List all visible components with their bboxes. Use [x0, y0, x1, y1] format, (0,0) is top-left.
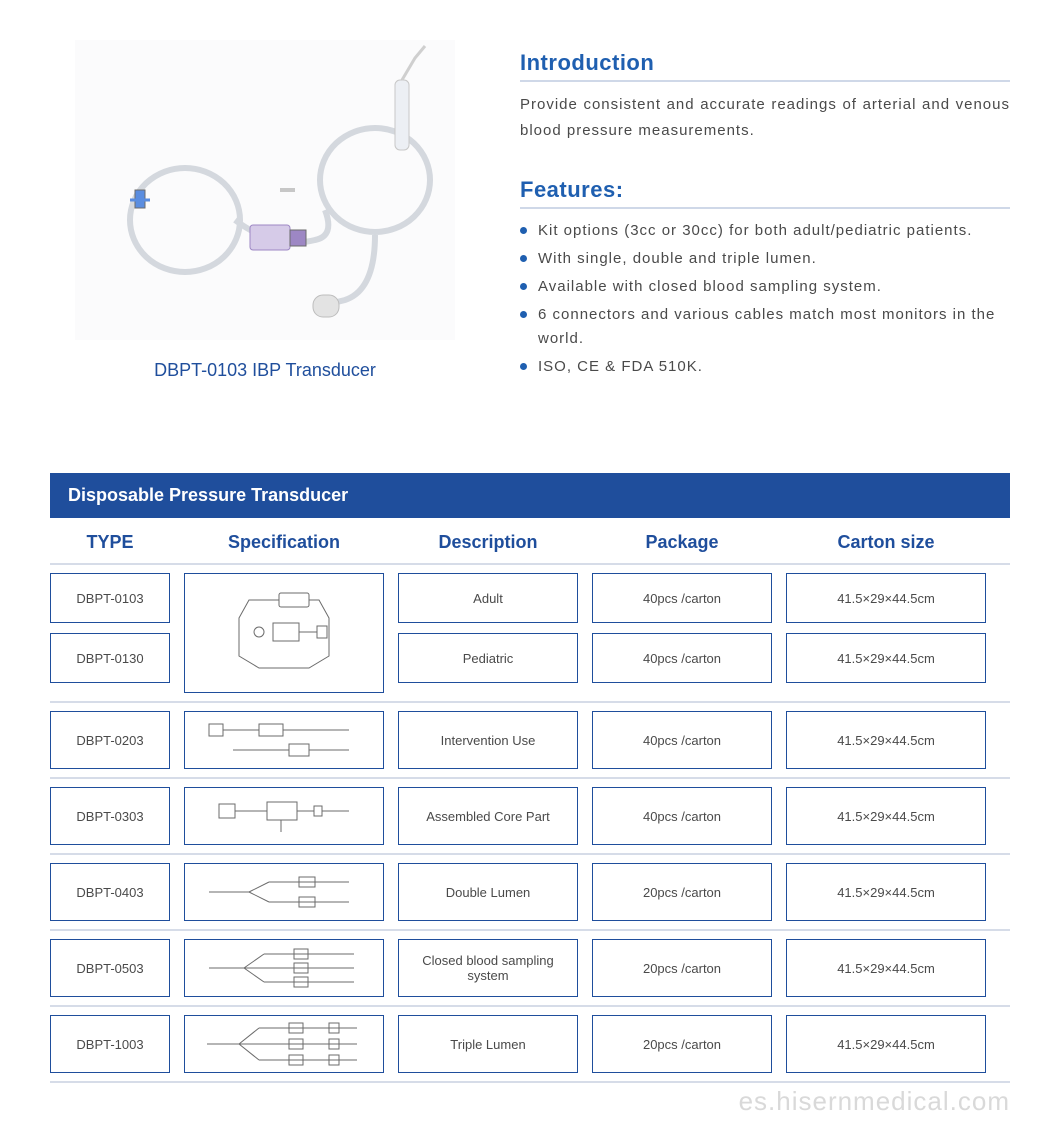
product-photo [75, 40, 455, 340]
cell-package: 20pcs /carton [592, 1015, 772, 1073]
triple-lumen-icon [189, 1020, 379, 1068]
feature-item: ISO, CE & FDA 510K. [520, 355, 1010, 379]
core-part-icon [189, 792, 379, 840]
cell-package: 20pcs /carton [592, 863, 772, 921]
cell-type: DBPT-0503 [50, 939, 170, 997]
cell-specification [184, 939, 384, 997]
spec-table: Disposable Pressure Transducer TYPE Spec… [0, 473, 1060, 1123]
cell-type: DBPT-0103 [50, 573, 170, 623]
table-row-group: DBPT-1003 Triple Lumen 20pcs /carton 41.… [50, 1007, 1010, 1083]
cell-carton: 41.5×29×44.5cm [786, 939, 986, 997]
cell-type: DBPT-0203 [50, 711, 170, 769]
cell-package: 40pcs /carton [592, 711, 772, 769]
cell-carton: 41.5×29×44.5cm [786, 711, 986, 769]
cell-type: DBPT-0303 [50, 787, 170, 845]
feature-item: Available with closed blood sampling sys… [520, 275, 1010, 299]
cell-carton: 41.5×29×44.5cm [786, 863, 986, 921]
cell-carton: 41.5×29×44.5cm [786, 787, 986, 845]
heading-underline [520, 80, 1010, 82]
closed-sampling-icon [189, 944, 379, 992]
col-header-type: TYPE [50, 532, 170, 553]
table-banner: Disposable Pressure Transducer [50, 473, 1010, 518]
cell-description: Pediatric [398, 633, 578, 683]
table-row-group: DBPT-0203 Intervention Use 40pcs /carton… [50, 703, 1010, 779]
product-caption: DBPT-0103 IBP Transducer [154, 360, 376, 381]
col-header-carton: Carton size [786, 532, 986, 553]
top-section: DBPT-0103 IBP Transducer Introduction Pr… [0, 0, 1060, 413]
cell-specification [184, 711, 384, 769]
feature-item: With single, double and triple lumen. [520, 247, 1010, 271]
cell-package: 40pcs /carton [592, 633, 772, 683]
cell-package: 20pcs /carton [592, 939, 772, 997]
cell-carton: 41.5×29×44.5cm [786, 573, 986, 623]
feature-item: 6 connectors and various cables match mo… [520, 303, 1010, 351]
cell-description: Double Lumen [398, 863, 578, 921]
features-list: Kit options (3cc or 30cc) for both adult… [520, 219, 1010, 379]
cell-description: Assembled Core Part [398, 787, 578, 845]
text-column: Introduction Provide consistent and accu… [520, 40, 1010, 383]
col-header-package: Package [592, 532, 772, 553]
feature-item: Kit options (3cc or 30cc) for both adult… [520, 219, 1010, 243]
cell-description: Adult [398, 573, 578, 623]
table-row-group: DBPT-0303 Assembled Core Part 40pcs /car… [50, 779, 1010, 855]
double-lumen-icon [189, 868, 379, 916]
transducer-photo-illustration [75, 40, 455, 340]
table-row-group: DBPT-0403 Double Lumen 20pcs /carton 41.… [50, 855, 1010, 931]
cell-description: Triple Lumen [398, 1015, 578, 1073]
cell-specification [184, 573, 384, 693]
cell-type: DBPT-1003 [50, 1015, 170, 1073]
heading-underline [520, 207, 1010, 209]
product-column: DBPT-0103 IBP Transducer [50, 40, 480, 383]
cell-specification [184, 863, 384, 921]
single-kit-icon [189, 578, 379, 688]
cell-package: 40pcs /carton [592, 573, 772, 623]
table-row-group: DBPT-0503 Closed blood sampling system 2… [50, 931, 1010, 1007]
cell-specification [184, 1015, 384, 1073]
col-header-description: Description [398, 532, 578, 553]
features-heading: Features: [520, 177, 1010, 203]
cell-package: 40pcs /carton [592, 787, 772, 845]
table-row-group: DBPT-0103 DBPT-0130 Adult Pediatric 40pc… [50, 565, 1010, 703]
watermark: es.hisernmedical.com [739, 1086, 1010, 1117]
table-header-row: TYPE Specification Description Package C… [50, 518, 1010, 565]
introduction-text: Provide consistent and accurate readings… [520, 92, 1010, 143]
cell-description: Intervention Use [398, 711, 578, 769]
cell-type: DBPT-0130 [50, 633, 170, 683]
cell-carton: 41.5×29×44.5cm [786, 1015, 986, 1073]
cell-description: Closed blood sampling system [398, 939, 578, 997]
cell-carton: 41.5×29×44.5cm [786, 633, 986, 683]
cell-type: DBPT-0403 [50, 863, 170, 921]
cell-specification [184, 787, 384, 845]
intervention-icon [189, 716, 379, 764]
introduction-heading: Introduction [520, 50, 1010, 76]
col-header-specification: Specification [184, 532, 384, 553]
